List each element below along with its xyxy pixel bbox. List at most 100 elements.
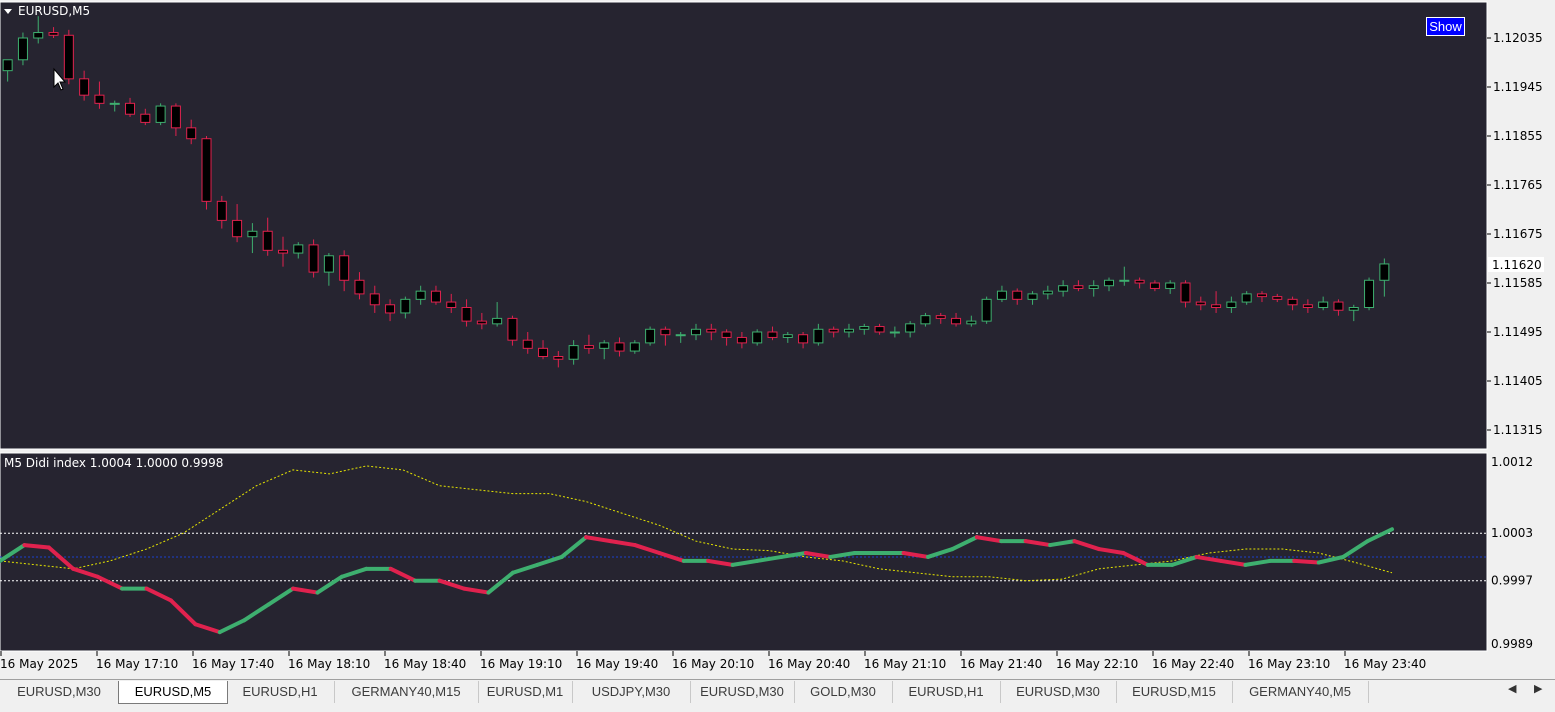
candle-body (63, 34, 74, 80)
price-pane[interactable] (0, 1, 1488, 450)
fast-line-segment (339, 566, 369, 579)
candle-body (996, 290, 1007, 300)
candle-body (109, 102, 120, 105)
fast-line-segment (1341, 539, 1370, 559)
time-tick-label: 16 May 23:10 (1248, 657, 1330, 671)
fast-line-segment (706, 558, 735, 567)
time-tick-label: 16 May 21:10 (864, 657, 946, 671)
candle-body (522, 339, 533, 349)
fast-line-segment (1072, 539, 1101, 552)
candle-body (1302, 304, 1313, 308)
indicator-tick-label: 0.9989 (1491, 637, 1533, 651)
candle-body (966, 320, 977, 325)
collapse-triangle-icon[interactable] (4, 9, 12, 14)
candle-body (1165, 282, 1176, 289)
chart-tab[interactable]: EURUSD,M5 (118, 681, 228, 704)
fast-line-segment (510, 562, 540, 575)
chart-tab[interactable]: EURUSD,M30 (0, 681, 119, 703)
chart-window[interactable]: 1.12035 1.11945 1.11855 1.11765 1.11675 1.115… (0, 0, 1555, 679)
candle-body (583, 345, 594, 349)
candle-body (767, 331, 778, 338)
candle-body (859, 326, 870, 330)
candle-body (1211, 304, 1222, 308)
candle-body (1027, 293, 1038, 300)
candle-body (293, 244, 304, 254)
candle-body (1287, 298, 1298, 306)
fast-line-segment (144, 586, 173, 603)
candle-body (125, 102, 136, 115)
candle-body (400, 298, 411, 314)
fast-line-segment (1048, 539, 1077, 548)
chart-tab[interactable]: GOLD,M30 (794, 681, 893, 703)
fast-line-segment (632, 543, 662, 555)
time-tick-label: 16 May 17:10 (96, 657, 178, 671)
chart-tab[interactable]: EURUSD,M15 (1116, 681, 1233, 703)
fast-line-segment (1316, 554, 1346, 565)
price-tick-label: 1.11405 (1493, 374, 1543, 388)
fast-line-segment (95, 574, 125, 591)
chart-tab[interactable]: EURUSD,M1 (478, 681, 573, 703)
chart-tab[interactable]: EURUSD,H1 (226, 681, 335, 703)
candle-body (1180, 282, 1191, 303)
chart-tab[interactable]: EURUSD,M30 (690, 681, 795, 703)
candle-body (1134, 279, 1145, 284)
fast-line-segment (217, 618, 247, 635)
candle-body (1149, 282, 1160, 289)
chart-tab[interactable]: GERMANY40,M15 (334, 681, 479, 703)
indicator-lines (0, 465, 1487, 635)
fast-line-segment (755, 554, 784, 563)
indicator-pane[interactable] (0, 452, 1488, 652)
candle-body (905, 323, 916, 333)
candle-body (415, 290, 426, 300)
candle-body (782, 334, 793, 338)
fast-line-segment (608, 539, 637, 548)
fast-line-segment (242, 602, 271, 623)
candle-body (446, 301, 457, 308)
price-tick-label: 1.11495 (1493, 325, 1543, 339)
candle-body (752, 331, 763, 344)
price-tick-label: 1.11675 (1493, 227, 1543, 241)
time-tick-label: 16 May 20:40 (768, 657, 850, 671)
candle-body (2, 59, 13, 72)
candle-body (629, 342, 640, 352)
candle-body (186, 127, 197, 140)
candle-body (247, 230, 258, 238)
chart-tab[interactable]: EURUSD,M30 (1000, 681, 1117, 703)
candle-body (1073, 285, 1084, 289)
candle-body (828, 328, 839, 333)
candle-body (1272, 296, 1283, 300)
time-tick-label: 16 May 18:10 (288, 657, 370, 671)
fast-line-segment (266, 586, 296, 607)
fast-line-segment (901, 551, 930, 559)
triangle-left-icon[interactable]: ◀ (1508, 682, 1517, 695)
price-tick-label: 1.11855 (1493, 129, 1543, 143)
fast-line-segment (779, 551, 808, 559)
indicator-tick-label: 1.0012 (1491, 455, 1533, 469)
indicator-label: M5 Didi index 1.0004 1.0000 0.9998 (4, 456, 223, 470)
show-button[interactable]: Show (1426, 17, 1465, 36)
fast-line-segment (657, 551, 686, 563)
candle-body (951, 317, 962, 325)
current-price-value: 1.11620 (1492, 258, 1542, 272)
candle-body (79, 78, 90, 96)
fast-line-segment (730, 558, 760, 567)
candle-body (1241, 293, 1252, 303)
chart-tab[interactable]: GERMANY40,M5 (1232, 681, 1369, 703)
candle-body (538, 347, 549, 358)
triangle-right-icon[interactable]: ▶ (1534, 682, 1543, 695)
candle-body (277, 249, 288, 254)
fast-line-segment (291, 586, 320, 595)
candle-body (874, 326, 885, 333)
candle-body (1318, 301, 1329, 308)
indicator-axis: 1.0012 1.0003 0.9997 0.9989 (1491, 455, 1533, 651)
candle-body (935, 315, 946, 319)
candle-body (262, 230, 273, 251)
chart-tab[interactable]: EURUSD,H1 (892, 681, 1001, 703)
chart-tab[interactable]: USDJPY,M30 (572, 681, 691, 703)
chart-canvas[interactable]: 1.12035 1.11945 1.11855 1.11765 1.11675 1.115… (0, 0, 1555, 679)
candle-body (201, 138, 212, 202)
candle-body (33, 32, 44, 39)
fast-line-segment (71, 566, 100, 579)
candle-body (1333, 301, 1344, 311)
fast-line-segment (1365, 527, 1394, 544)
